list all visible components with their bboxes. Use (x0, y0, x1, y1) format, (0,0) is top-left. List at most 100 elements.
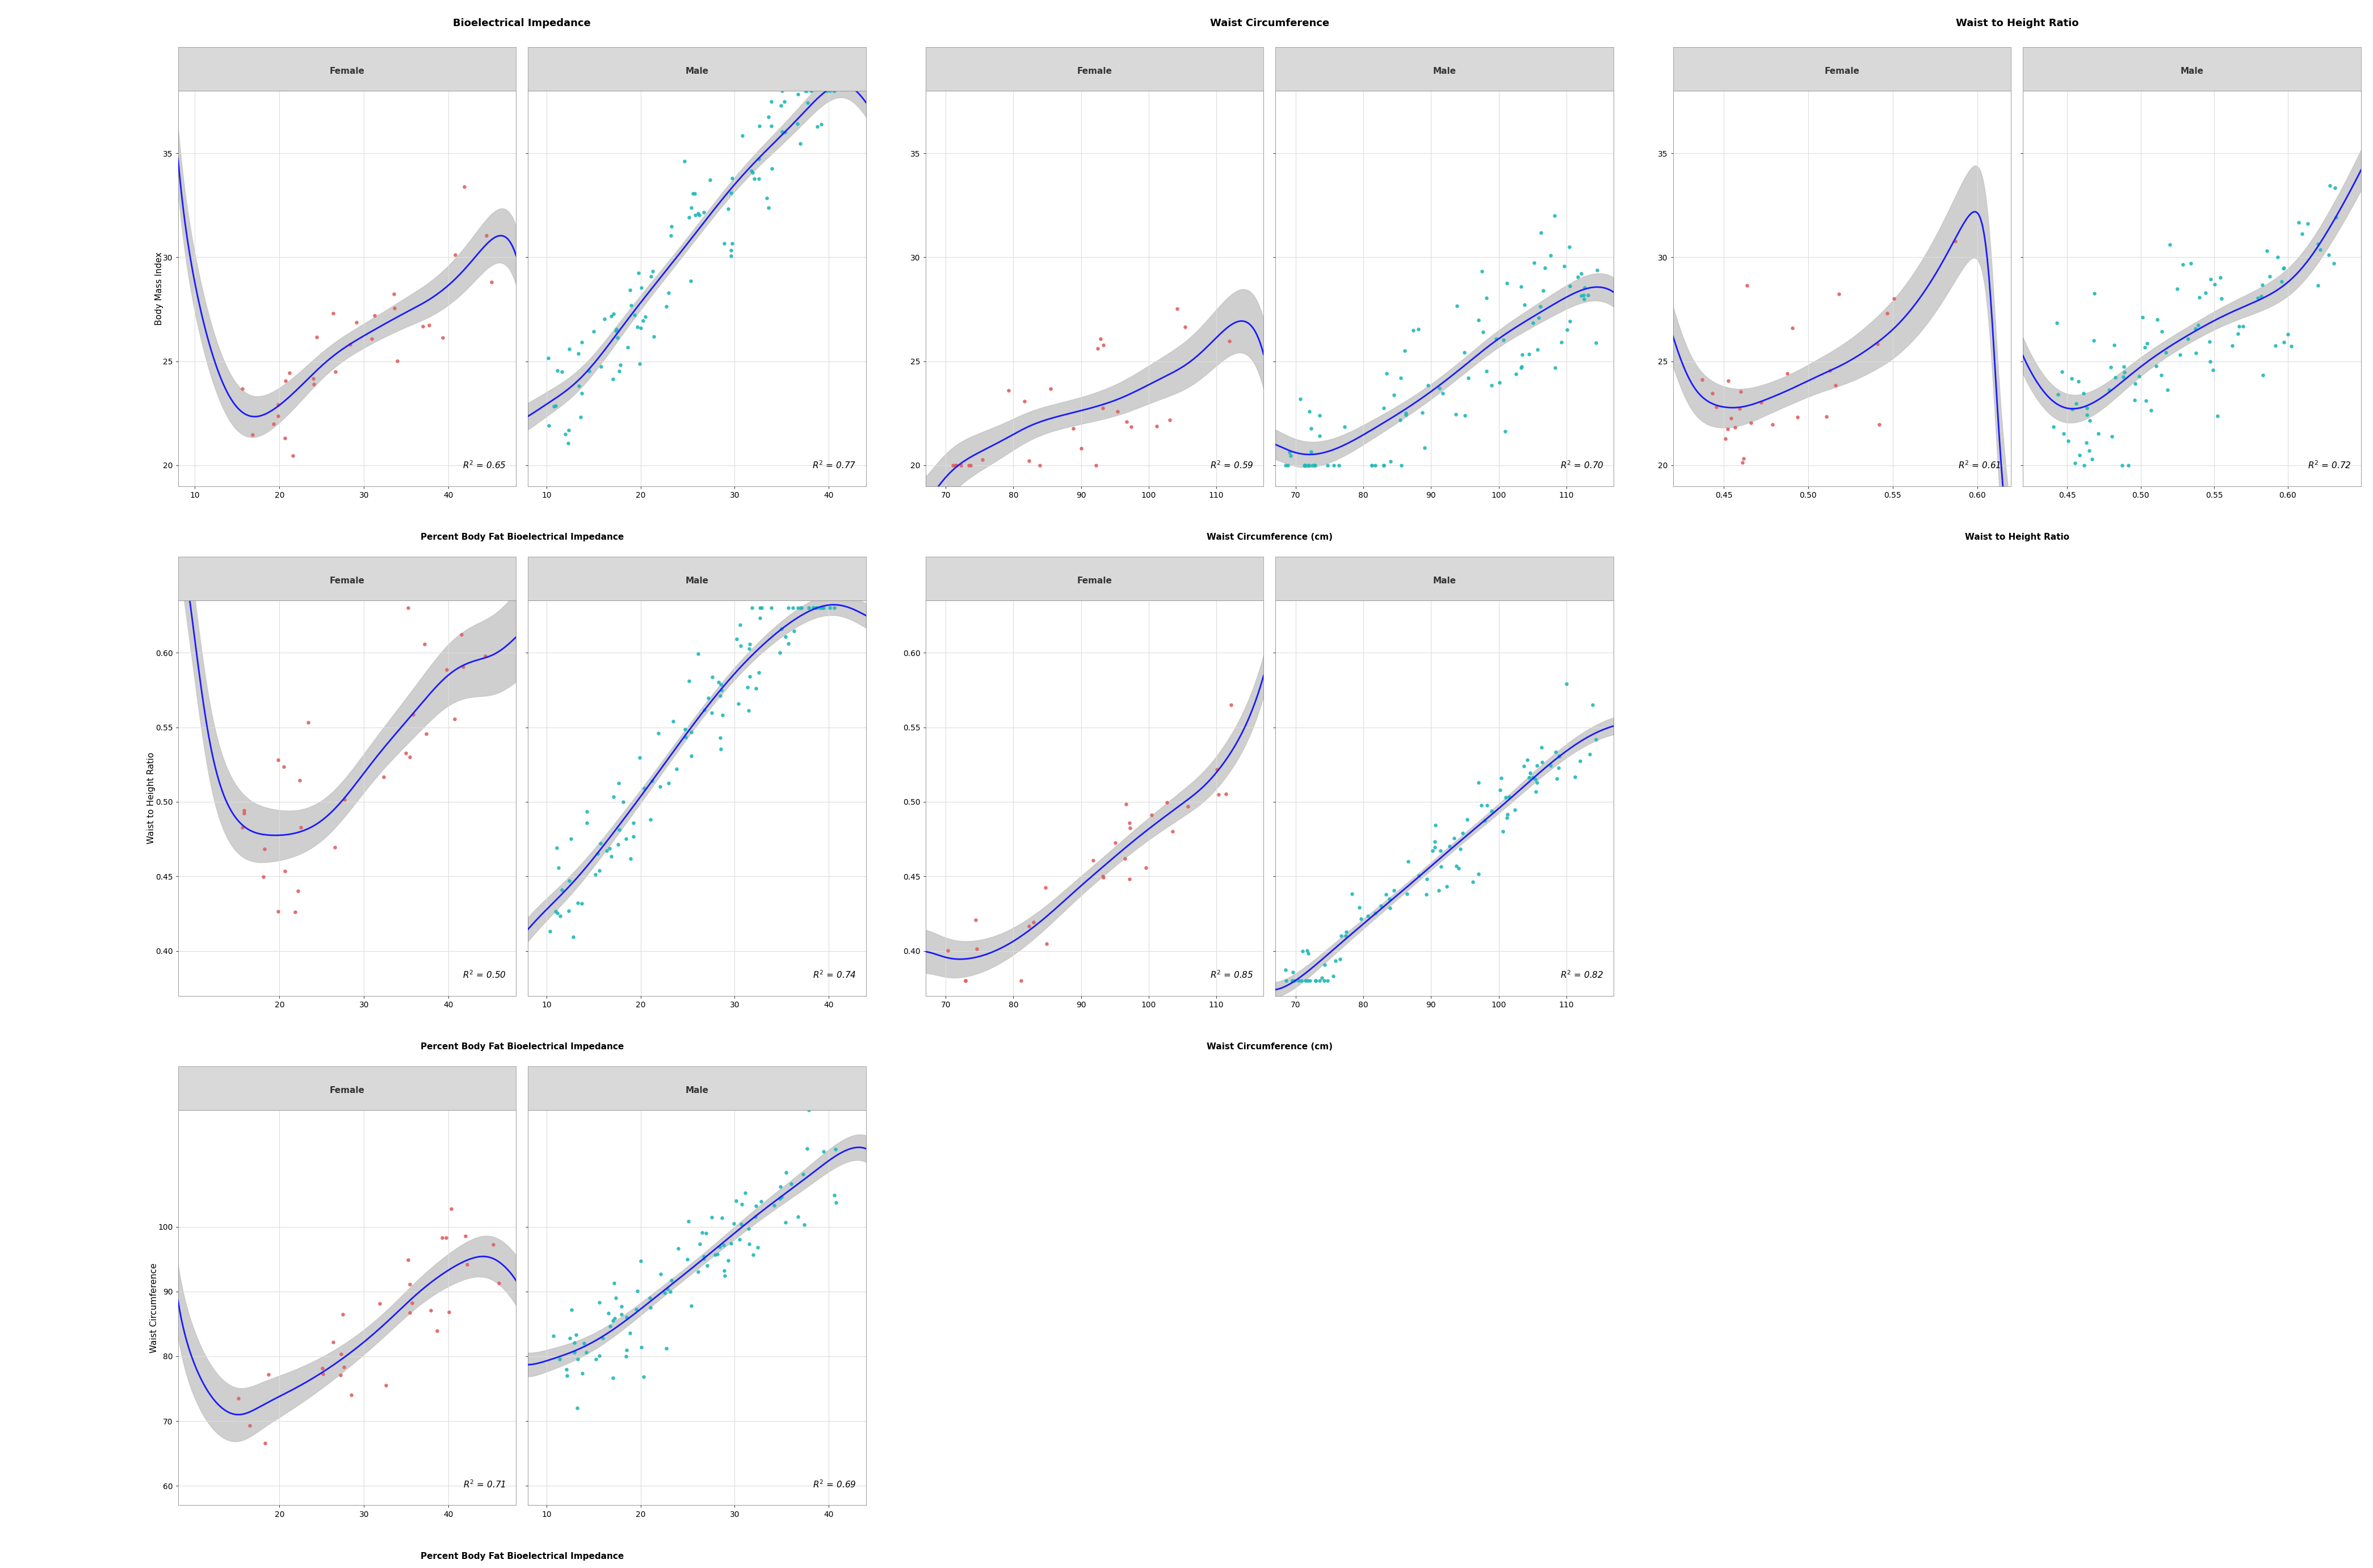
Point (1818, 373, 1856, 398)
Point (1208, 781, 1246, 806)
Point (743, 596, 781, 621)
Point (555, 1330, 593, 1355)
Point (1421, 837, 1459, 862)
Point (2053, 397, 2091, 422)
Text: Female: Female (330, 577, 365, 585)
Point (2181, 285, 2219, 310)
Point (223, 815, 261, 840)
Point (562, 405, 600, 430)
Point (290, 710, 327, 735)
Point (2053, 365, 2091, 390)
Point (714, 1210, 752, 1236)
Point (740, 605, 778, 630)
Text: $R^2$ = 0.69: $R^2$ = 0.69 (812, 1479, 857, 1490)
Point (1153, 818, 1191, 844)
Point (693, 1204, 731, 1229)
Point (947, 967, 985, 993)
Point (2240, 285, 2278, 310)
Point (1082, 326, 1120, 351)
Point (695, 1242, 733, 1267)
Text: Male: Male (686, 67, 710, 75)
Point (667, 717, 705, 742)
Point (380, 348, 418, 373)
Point (1281, 387, 1319, 412)
Point (1464, 320, 1502, 345)
Point (2169, 326, 2207, 351)
Point (2186, 281, 2224, 306)
Text: $R^2$ = 0.74: $R^2$ = 0.74 (812, 969, 857, 980)
Point (942, 453, 980, 478)
Point (952, 453, 990, 478)
Point (615, 823, 653, 848)
Point (766, 1160, 804, 1185)
Point (2067, 403, 2105, 428)
Point (1075, 848, 1113, 873)
Point (598, 325, 636, 350)
Point (1149, 790, 1186, 815)
Point (354, 326, 392, 351)
Point (702, 677, 740, 702)
Point (688, 1253, 726, 1278)
Point (475, 1232, 513, 1258)
Point (672, 720, 710, 745)
Point (2050, 428, 2088, 453)
Point (273, 444, 311, 469)
Point (1424, 381, 1462, 406)
Point (717, 1189, 755, 1214)
Point (752, 155, 790, 180)
Point (1535, 354, 1573, 379)
Point (2074, 328, 2112, 353)
Point (551, 337, 589, 362)
Point (1322, 947, 1360, 972)
Point (2176, 340, 2214, 365)
Point (686, 1243, 724, 1269)
Point (781, 132, 819, 157)
Point (356, 303, 394, 328)
Point (1514, 310, 1552, 336)
Point (2065, 453, 2102, 478)
Point (636, 325, 674, 350)
Point (655, 709, 693, 734)
Point (1372, 895, 1410, 920)
Point (1858, 331, 1896, 356)
Point (949, 453, 987, 478)
Point (1198, 782, 1236, 808)
Point (672, 196, 710, 221)
Point (1436, 401, 1474, 426)
Point (2046, 422, 2083, 447)
Point (581, 1344, 619, 1369)
Point (1469, 793, 1507, 818)
Point (1151, 408, 1189, 433)
Point (2157, 276, 2195, 301)
Point (2250, 263, 2288, 289)
Point (774, 596, 812, 621)
Point (2221, 314, 2259, 339)
Point (1723, 450, 1761, 475)
Point (1697, 395, 1735, 420)
Point (676, 182, 714, 207)
Point (392, 1300, 430, 1325)
Point (418, 1319, 456, 1344)
Point (541, 1347, 579, 1372)
Point (2224, 314, 2261, 339)
Point (425, 325, 463, 350)
Text: $R^2$ = 0.70: $R^2$ = 0.70 (1559, 459, 1604, 470)
Point (700, 670, 738, 695)
Point (2074, 447, 2112, 472)
Point (1578, 257, 1616, 282)
Point (313, 1330, 351, 1355)
Point (793, 78, 831, 103)
Point (1521, 220, 1559, 245)
Point (1277, 967, 1315, 993)
Point (2133, 398, 2171, 423)
Point (700, 1234, 738, 1259)
Point (1353, 453, 1391, 478)
Point (1540, 756, 1578, 781)
Point (778, 111, 816, 136)
Point (254, 411, 292, 436)
Point (738, 1234, 776, 1259)
Point (266, 425, 304, 450)
Point (1464, 259, 1502, 284)
Point (797, 596, 835, 621)
Point (1571, 742, 1609, 767)
